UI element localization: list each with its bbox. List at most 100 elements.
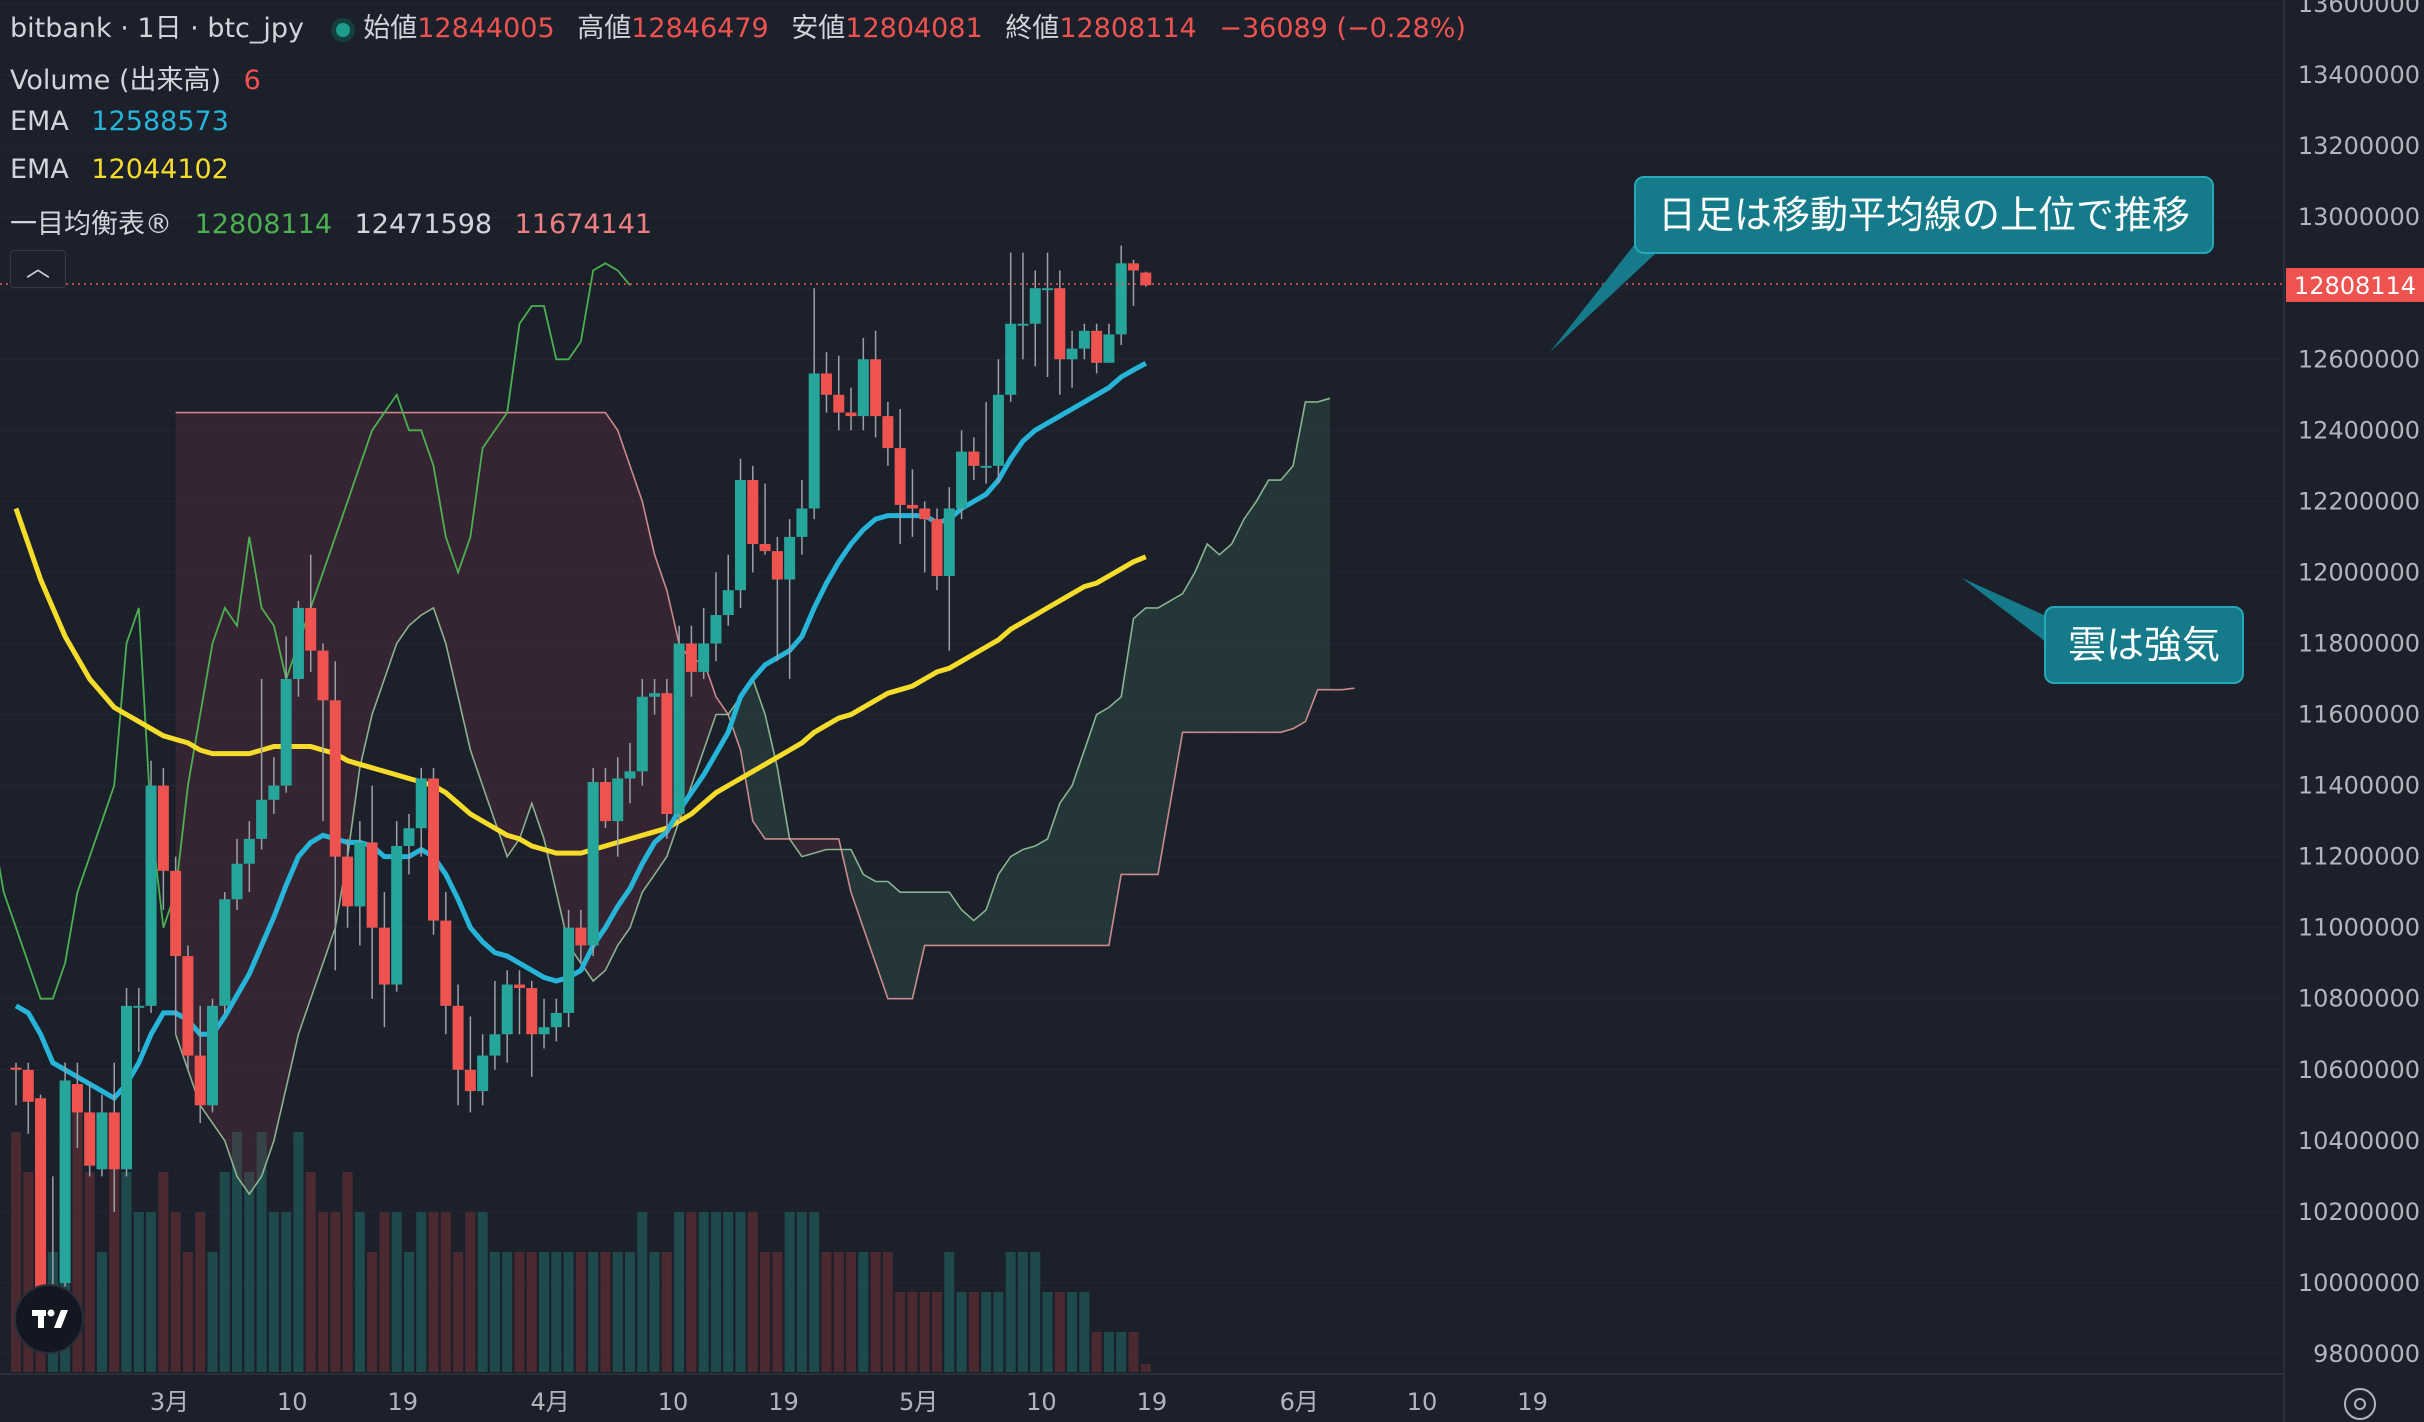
volume-bar xyxy=(416,1212,427,1372)
settings-gear-icon[interactable] xyxy=(2344,1388,2376,1420)
time-tick-label: 19 xyxy=(1517,1388,1548,1416)
ema-slow-legend[interactable]: EMA 12044102 xyxy=(10,154,229,185)
candle-body xyxy=(1127,263,1139,271)
low-value: 12804081 xyxy=(845,13,983,44)
cloud-segment xyxy=(703,661,716,751)
candle-body xyxy=(403,828,415,846)
candle-body xyxy=(354,842,366,907)
volume-bar xyxy=(428,1212,439,1372)
candle-body xyxy=(550,1012,562,1028)
candle-body xyxy=(366,842,378,928)
cloud-segment xyxy=(408,412,422,626)
time-tick-label: 10 xyxy=(658,1388,689,1416)
price-tick-label: 11600000 xyxy=(2298,701,2420,729)
cloud-segment xyxy=(298,412,311,1035)
cloud-segment xyxy=(887,881,901,999)
cloud-segment xyxy=(286,412,299,1088)
volume-bar xyxy=(747,1212,758,1372)
cloud-segment xyxy=(912,892,925,999)
candle-body xyxy=(624,771,636,779)
volume-bar xyxy=(870,1252,881,1372)
cloud-segment xyxy=(765,714,778,839)
ema-fast-value: 12588573 xyxy=(91,106,229,137)
ema-slow-value: 12044102 xyxy=(91,154,229,185)
price-tick-label: 12200000 xyxy=(2298,487,2420,515)
price-tick-label: 12400000 xyxy=(2298,416,2420,444)
price-tick-label: 11400000 xyxy=(2298,772,2420,800)
volume-bar xyxy=(11,1132,21,1372)
volume-bar xyxy=(440,1212,451,1372)
price-tick-label: 12600000 xyxy=(2298,345,2420,373)
volume-bar xyxy=(698,1212,709,1372)
volume-bar xyxy=(281,1212,292,1372)
cloud-segment xyxy=(630,465,643,928)
candle-body xyxy=(489,1034,501,1056)
candle-body xyxy=(1042,288,1054,291)
volume-bar xyxy=(514,1252,525,1372)
collapse-legend-button[interactable]: ︿ xyxy=(10,250,66,288)
volume-bar xyxy=(637,1212,648,1372)
cloud-segment xyxy=(1121,618,1134,875)
candle-body xyxy=(1140,272,1152,286)
trend-callout: 日足は移動平均線の上位で推移 xyxy=(1634,176,2215,254)
candle-body xyxy=(882,416,894,449)
symbol-title[interactable]: bitbank · 1日 · btc_jpy xyxy=(10,13,305,44)
candle-body xyxy=(477,1055,489,1092)
volume-legend[interactable]: Volume (出来高) 6 xyxy=(10,58,261,97)
ichimoku-legend[interactable]: 一目均衡表® 12808114 12471598 11674141 xyxy=(10,202,652,241)
price-axis[interactable]: 1360000013400000132000001300000012800000… xyxy=(2298,0,2420,1368)
candle-body xyxy=(943,508,955,576)
cloud-segment xyxy=(1293,401,1306,729)
candle-body xyxy=(845,412,857,417)
cloud-segment xyxy=(1084,714,1097,946)
volume-bar xyxy=(895,1292,906,1372)
price-tick-label: 13600000 xyxy=(2298,0,2420,18)
cloud-segment xyxy=(1207,544,1220,733)
volume-bar xyxy=(96,1252,107,1372)
tradingview-logo-icon[interactable] xyxy=(14,1284,84,1354)
candle-body xyxy=(968,451,980,466)
time-axis[interactable]: 3月 10 19 4月 10 19 5月 10 19 6月 10 19 xyxy=(150,1388,1548,1416)
cloud-segment xyxy=(568,412,581,964)
price-tick-label: 10400000 xyxy=(2298,1127,2420,1155)
volume-bar xyxy=(1140,1364,1151,1372)
candle-body xyxy=(501,984,513,1035)
volume-bar xyxy=(318,1212,328,1372)
volume-bar xyxy=(760,1252,771,1372)
candle-body xyxy=(919,508,931,520)
candle-body xyxy=(685,643,697,672)
open-label: 始値 xyxy=(363,13,418,44)
low-label: 安値 xyxy=(791,13,846,44)
volume-bar xyxy=(403,1252,414,1372)
cloud-segment xyxy=(1059,785,1073,946)
candle-body xyxy=(833,394,845,413)
cloud-segment xyxy=(691,661,704,786)
cloud-segment xyxy=(494,412,508,857)
volume-bar xyxy=(379,1212,390,1372)
volume-bar xyxy=(1128,1332,1139,1372)
volume-bar xyxy=(23,1172,34,1372)
candle-body xyxy=(305,607,317,651)
cloud-segment xyxy=(1047,803,1060,946)
grid xyxy=(0,3,2284,1355)
volume-bar xyxy=(944,1252,955,1372)
ema-fast-legend[interactable]: EMA 12588573 xyxy=(10,106,229,137)
candle-body xyxy=(796,508,808,537)
cloud-segment xyxy=(1244,501,1257,733)
price-tick-label: 10800000 xyxy=(2298,985,2420,1013)
candle-body xyxy=(194,1055,206,1106)
volume-bar xyxy=(1030,1252,1041,1372)
cloud-segment xyxy=(1280,465,1294,733)
candle-body xyxy=(894,448,906,505)
cloud-segment xyxy=(519,412,532,839)
volume-bar xyxy=(1017,1252,1028,1372)
cloud-segment xyxy=(986,874,999,946)
cloud-segment xyxy=(470,412,483,786)
volume-bar xyxy=(146,1212,157,1372)
candle-body xyxy=(71,1084,83,1113)
volume-bar xyxy=(661,1252,672,1372)
volume-bar xyxy=(367,1252,378,1372)
candle-body xyxy=(243,838,255,864)
price-tick-label: 11000000 xyxy=(2298,914,2420,942)
tv-logo-glyph xyxy=(32,1309,68,1328)
